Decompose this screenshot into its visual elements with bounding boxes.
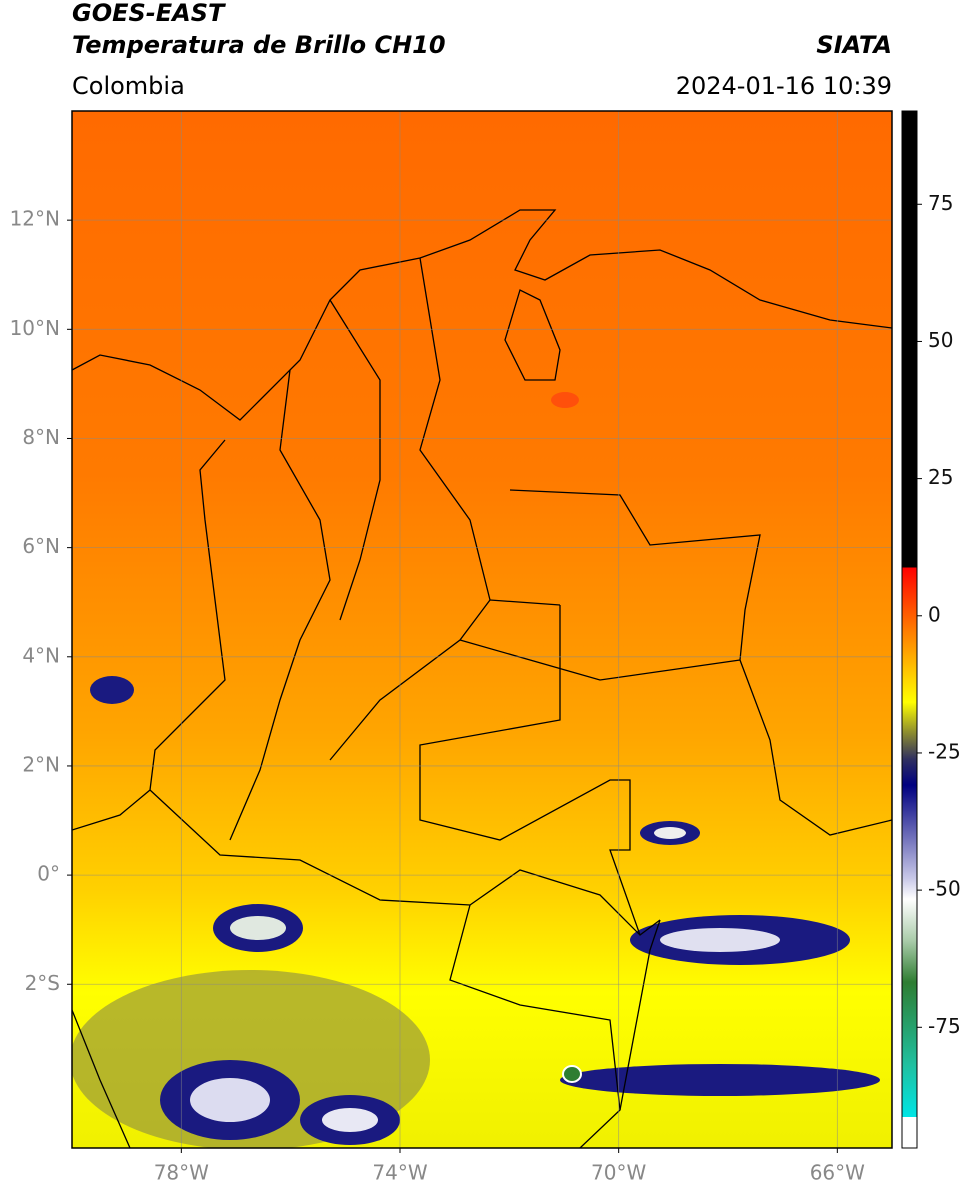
- title: GOES-EAST: [72, 0, 226, 27]
- lon-tick-label: 78°W: [154, 1161, 209, 1185]
- colorbar-tick-label: 50: [928, 328, 953, 352]
- lat-tick-label: 10°N: [10, 316, 60, 340]
- lon-tick-label: 74°W: [372, 1161, 427, 1185]
- lat-tick-label: 4°N: [22, 643, 60, 667]
- grid: [72, 111, 892, 1148]
- datetime: 2024-01-16 10:39: [676, 72, 892, 100]
- lat-tick-label: 8°N: [22, 425, 60, 449]
- map-image: [72, 111, 892, 1148]
- subtitle: Temperatura de Brillo CH10: [72, 31, 446, 59]
- lon-tick-label: 66°W: [810, 1161, 865, 1185]
- colorbar-tick-label: 25: [928, 465, 953, 489]
- lat-tick-label: 6°N: [22, 534, 60, 558]
- source: SIATA: [816, 31, 892, 59]
- axes: 78°W 74°W 70°W 66°W 12°N 10°N 8°N 6°N 4°N 2°N 0° 2°…: [10, 191, 961, 1185]
- colorbar-tick-label: -75: [928, 1014, 961, 1038]
- colorbar: [901, 110, 918, 1149]
- lat-tick-label: 2°N: [22, 752, 60, 776]
- region: Colombia: [72, 72, 185, 100]
- map-frame: [71, 110, 893, 1149]
- colorbar-tick-label: -50: [928, 877, 961, 901]
- colorbar-tick-label: 0: [928, 602, 941, 626]
- lat-tick-label: 2°S: [25, 971, 60, 995]
- colorbar-tick-label: 75: [928, 191, 953, 215]
- lat-tick-label: 0°: [37, 862, 60, 886]
- colorbar-tick-label: -25: [928, 739, 961, 763]
- lon-tick-label: 70°W: [591, 1161, 646, 1185]
- lat-tick-label: 12°N: [10, 207, 60, 231]
